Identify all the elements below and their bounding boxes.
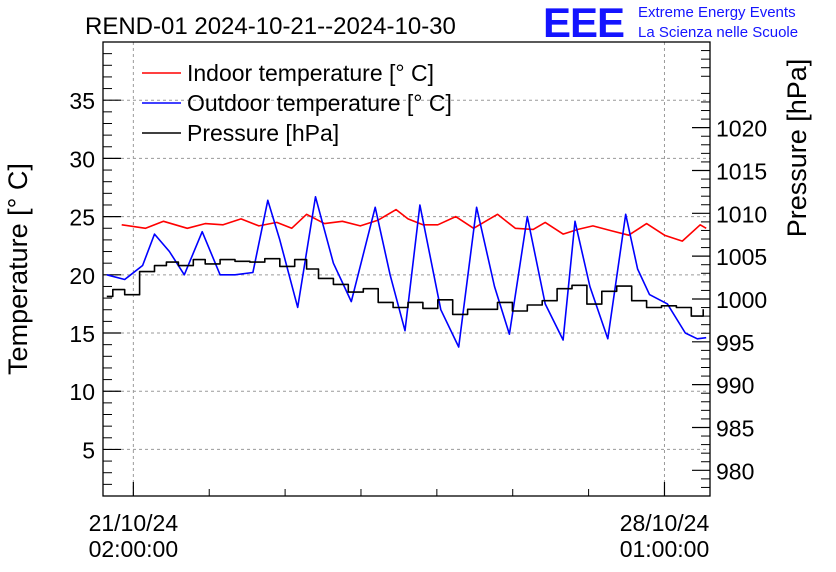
tick-label-x-date: 28/10/24 <box>620 510 710 536</box>
tick-label-right: 1020 <box>716 116 767 142</box>
tick-label-right: 985 <box>716 415 754 441</box>
tick-label-right: 1005 <box>716 244 767 270</box>
tick-label-x-date: 21/10/24 <box>89 510 179 536</box>
tick-label-left: 30 <box>69 146 95 172</box>
tick-label-right: 1010 <box>716 201 767 227</box>
left-axis: 5 10 15 20 25 30 35 <box>69 53 121 497</box>
eee-logo-mark: EEE <box>543 0 625 46</box>
series-line-pressure <box>106 257 705 317</box>
tick-label-left: 5 <box>82 437 95 463</box>
series-layer <box>106 196 707 348</box>
tick-label-left: 10 <box>69 379 95 405</box>
tick-label-right: 995 <box>716 330 754 356</box>
tick-label-right: 980 <box>716 458 754 484</box>
legend-label-indoor: Indoor temperature [° C] <box>187 60 434 86</box>
right-axis: 980 985 990 995 1000 1005 1010 1015 1020 <box>692 50 767 497</box>
tick-label-right: 990 <box>716 373 754 399</box>
tick-label-left: 15 <box>69 321 95 347</box>
eee-logo: EEE Extreme Energy Events La Scienza nel… <box>543 2 833 44</box>
tick-label-left: 25 <box>69 205 95 231</box>
tick-label-left: 35 <box>69 88 95 114</box>
y-axis-label-left: Temperature [° C] <box>3 163 33 375</box>
tick-label-x-time: 01:00:00 <box>620 536 710 562</box>
series-line-indoor <box>121 208 707 242</box>
y-axis-label-right: Pressure [hPa] <box>782 59 812 238</box>
tick-label-right: 1015 <box>716 158 767 184</box>
legend: Indoor temperature [° C] Outdoor tempera… <box>142 60 452 146</box>
series-line-outdoor <box>106 196 707 348</box>
tick-label-right: 1000 <box>716 287 767 313</box>
logo-line-1: Extreme Energy Events <box>638 4 796 21</box>
logo-line-2: La Scienza nelle Scuole <box>638 24 799 41</box>
legend-label-pressure: Pressure [hPa] <box>187 120 339 146</box>
tick-label-left: 20 <box>69 263 95 289</box>
plot-frame <box>102 41 711 497</box>
legend-label-outdoor: Outdoor temperature [° C] <box>187 90 452 116</box>
chart-title: REND-01 2024-10-21--2024-10-30 <box>85 13 456 40</box>
tick-label-x-time: 02:00:00 <box>89 536 179 562</box>
